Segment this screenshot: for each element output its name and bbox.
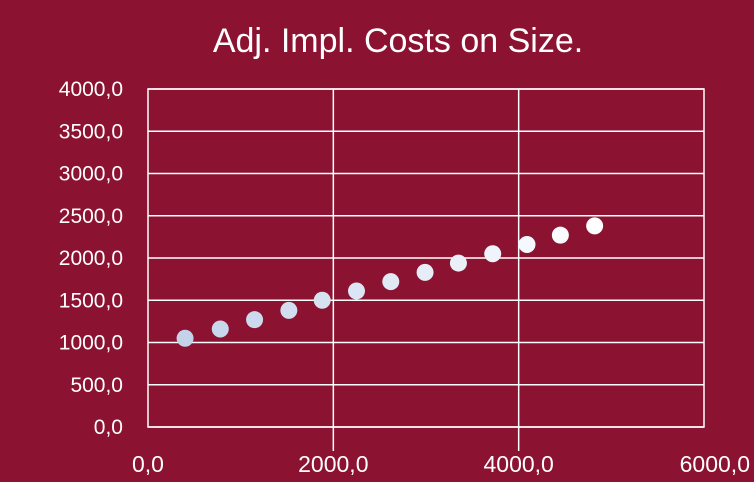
y-axis-tick-labels: 0,0 500,0 1000,0 1500,0 2000,0 2500,0 3000,0 35… [59, 78, 123, 439]
x-axis-tick-labels: 0,0 2000,0 4000,0 6000,0 [132, 451, 750, 477]
y-tick-label: 4000,0 [59, 78, 123, 101]
data-point [382, 273, 400, 291]
x-tick-label: 2000,0 [298, 451, 368, 477]
y-tick-label: 1500,0 [59, 289, 123, 312]
data-point [246, 311, 264, 329]
y-tick-label: 2000,0 [59, 247, 123, 270]
data-point [518, 235, 536, 253]
data-point [586, 217, 604, 235]
data-point [449, 254, 467, 272]
data-point [313, 291, 331, 309]
y-tick-label: 2500,0 [59, 205, 123, 228]
x-tick-label: 4000,0 [483, 451, 553, 477]
chart-title: Adj. Impl. Costs on Size. [213, 22, 583, 60]
y-tick-label: 3500,0 [59, 120, 123, 143]
data-point [348, 282, 365, 300]
y-tick-label: 3000,0 [59, 163, 123, 186]
data-points [176, 217, 604, 347]
data-point [211, 320, 229, 338]
y-tick-label: 1000,0 [59, 332, 123, 355]
data-point [551, 226, 569, 244]
data-point [484, 245, 502, 263]
gridlines [147, 88, 705, 451]
x-tick-label: 0,0 [132, 451, 164, 477]
data-point [280, 301, 298, 319]
y-tick-label: 0,0 [94, 416, 123, 439]
data-point [416, 263, 434, 281]
data-point [176, 329, 194, 347]
x-tick-label: 6000,0 [680, 451, 750, 477]
y-tick-label: 500,0 [70, 374, 123, 397]
plot-area-border [147, 88, 705, 428]
